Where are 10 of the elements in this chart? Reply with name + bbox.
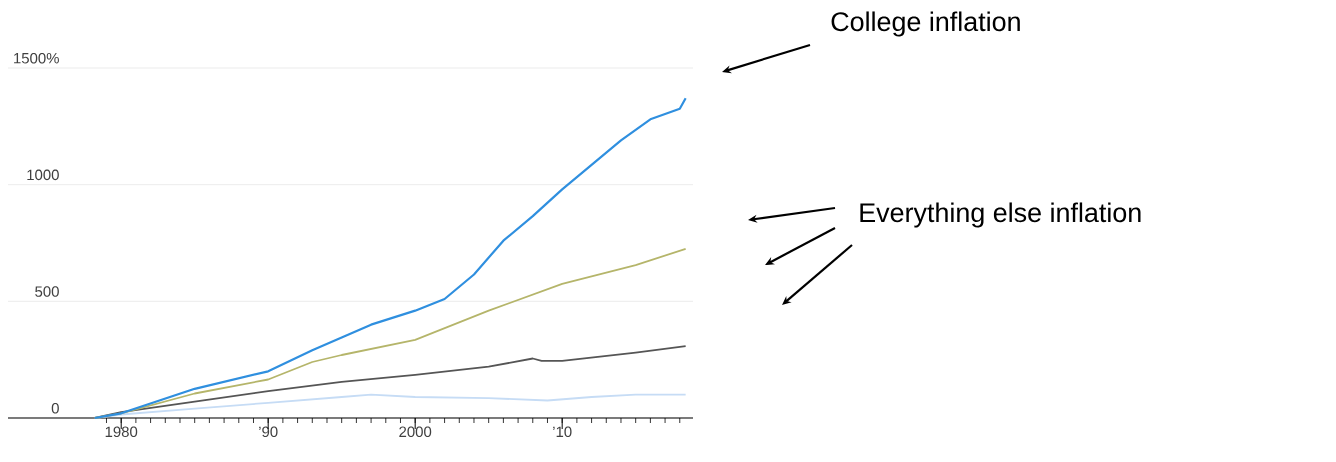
x-tick-label: 1980 [105, 426, 138, 438]
text: Everything else inflation [860, 202, 1141, 228]
y-tick-label: 0 [51, 402, 59, 414]
y-tick-label: 1500% [14, 52, 59, 64]
x-tick-label: ’10 [553, 426, 572, 438]
x-tick-label: ’90 [259, 426, 278, 438]
y-tick-label: 500 [35, 286, 59, 297]
y-tick-label: 1000 [27, 169, 59, 181]
x-tick-label: 2000 [399, 426, 432, 438]
text: College inflation [831, 11, 1020, 37]
